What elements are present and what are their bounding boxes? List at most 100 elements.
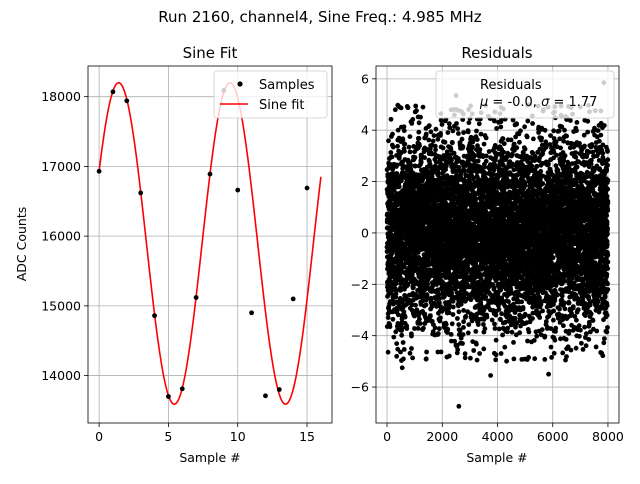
residual-point bbox=[455, 316, 460, 321]
residual-point bbox=[512, 357, 517, 362]
sine-fit-ylabel: ADC Counts bbox=[14, 207, 29, 282]
residuals-plot-area bbox=[385, 80, 611, 408]
sample-point bbox=[166, 394, 171, 399]
residual-point bbox=[500, 333, 505, 338]
residuals-ytick-label: 6 bbox=[361, 71, 369, 86]
residual-point bbox=[482, 142, 487, 147]
residual-point bbox=[388, 150, 393, 155]
residuals-xtick-label: 2000 bbox=[426, 429, 458, 444]
residual-point bbox=[424, 350, 429, 355]
residual-point bbox=[433, 325, 438, 330]
residual-point bbox=[456, 322, 461, 327]
residual-point bbox=[413, 303, 418, 308]
residual-point bbox=[419, 160, 424, 165]
sample-point bbox=[124, 98, 129, 103]
sample-point bbox=[249, 310, 254, 315]
residual-point bbox=[409, 121, 414, 126]
residual-point bbox=[490, 318, 495, 323]
residual-point bbox=[511, 340, 516, 345]
residual-point bbox=[417, 317, 422, 322]
sine-fit-ytick-label: 14000 bbox=[41, 368, 81, 383]
sample-point bbox=[97, 169, 102, 174]
residual-point bbox=[476, 322, 481, 327]
residual-point bbox=[386, 138, 391, 143]
residuals-ytick-label: 4 bbox=[361, 123, 369, 138]
sine-fit-xtick-label: 5 bbox=[164, 429, 172, 444]
sample-point bbox=[138, 191, 143, 196]
sine-fit-xlabel: Sample # bbox=[179, 450, 240, 465]
residuals-ytick-label: −4 bbox=[351, 328, 369, 343]
residual-point bbox=[445, 327, 450, 332]
sine-fit-frame bbox=[88, 66, 332, 423]
residual-point bbox=[386, 350, 391, 355]
residual-point bbox=[487, 149, 492, 154]
residual-point bbox=[402, 149, 407, 154]
residual-point bbox=[463, 351, 468, 356]
sine-fit-legend: Samples Sine fit bbox=[214, 71, 327, 118]
residual-point bbox=[433, 147, 438, 152]
residual-point bbox=[436, 331, 441, 336]
residual-point bbox=[406, 105, 411, 110]
residual-point bbox=[463, 355, 468, 360]
residual-point bbox=[409, 346, 414, 351]
residual-point bbox=[474, 129, 479, 134]
sine-fit-xtick-label: 15 bbox=[299, 429, 315, 444]
residual-point bbox=[421, 105, 426, 110]
residual-point bbox=[443, 140, 448, 145]
residual-point bbox=[468, 356, 473, 361]
residual-point bbox=[484, 159, 489, 164]
residual-point bbox=[510, 330, 515, 335]
residual-point bbox=[517, 140, 522, 145]
residual-point bbox=[424, 356, 429, 361]
residual-point bbox=[440, 122, 445, 127]
residual-point bbox=[481, 322, 486, 327]
residual-point bbox=[450, 321, 455, 326]
residual-point bbox=[408, 150, 413, 155]
residual-point bbox=[408, 351, 413, 356]
residuals-ytick-label: −6 bbox=[351, 380, 369, 395]
residual-point bbox=[421, 326, 426, 331]
residual-point bbox=[481, 347, 486, 352]
residual-point bbox=[418, 321, 423, 326]
residual-point bbox=[470, 145, 475, 150]
residual-point bbox=[402, 142, 407, 147]
sample-point bbox=[180, 386, 185, 391]
residual-point bbox=[407, 145, 412, 150]
residual-point bbox=[411, 285, 416, 290]
residual-point bbox=[390, 155, 395, 160]
residual-point bbox=[404, 326, 409, 331]
residual-point bbox=[461, 319, 466, 324]
sine-fit-plot-area bbox=[97, 83, 321, 404]
residual-point bbox=[457, 165, 462, 170]
residual-point bbox=[460, 341, 465, 346]
sine-fit-title: Sine Fit bbox=[183, 44, 238, 62]
residual-point bbox=[451, 305, 456, 310]
legend-samples-marker bbox=[237, 81, 242, 86]
residual-point bbox=[502, 141, 507, 146]
residual-point bbox=[461, 332, 466, 337]
residual-point bbox=[391, 335, 396, 340]
residual-point bbox=[409, 334, 414, 339]
residual-point bbox=[403, 315, 408, 320]
residual-point bbox=[514, 122, 519, 127]
residual-point bbox=[410, 117, 415, 122]
residual-point bbox=[402, 128, 407, 133]
residual-point bbox=[513, 316, 518, 321]
figure-suptitle: Run 2160, channel4, Sine Freq.: 4.985 MH… bbox=[158, 8, 482, 26]
residual-point bbox=[390, 132, 395, 137]
residual-point bbox=[451, 129, 456, 134]
residual-point bbox=[439, 350, 444, 355]
residual-point bbox=[397, 184, 402, 189]
residual-point bbox=[425, 282, 430, 287]
residual-point bbox=[504, 359, 509, 364]
residual-point bbox=[449, 332, 454, 337]
residual-point bbox=[483, 326, 488, 331]
sine-fit-xtick-label: 10 bbox=[230, 429, 246, 444]
residual-point bbox=[457, 309, 462, 314]
residual-point bbox=[456, 131, 461, 136]
residual-point bbox=[455, 126, 460, 131]
sine-fit-ytick-label: 17000 bbox=[41, 159, 81, 174]
residual-point bbox=[389, 117, 394, 122]
residual-point bbox=[437, 326, 442, 331]
